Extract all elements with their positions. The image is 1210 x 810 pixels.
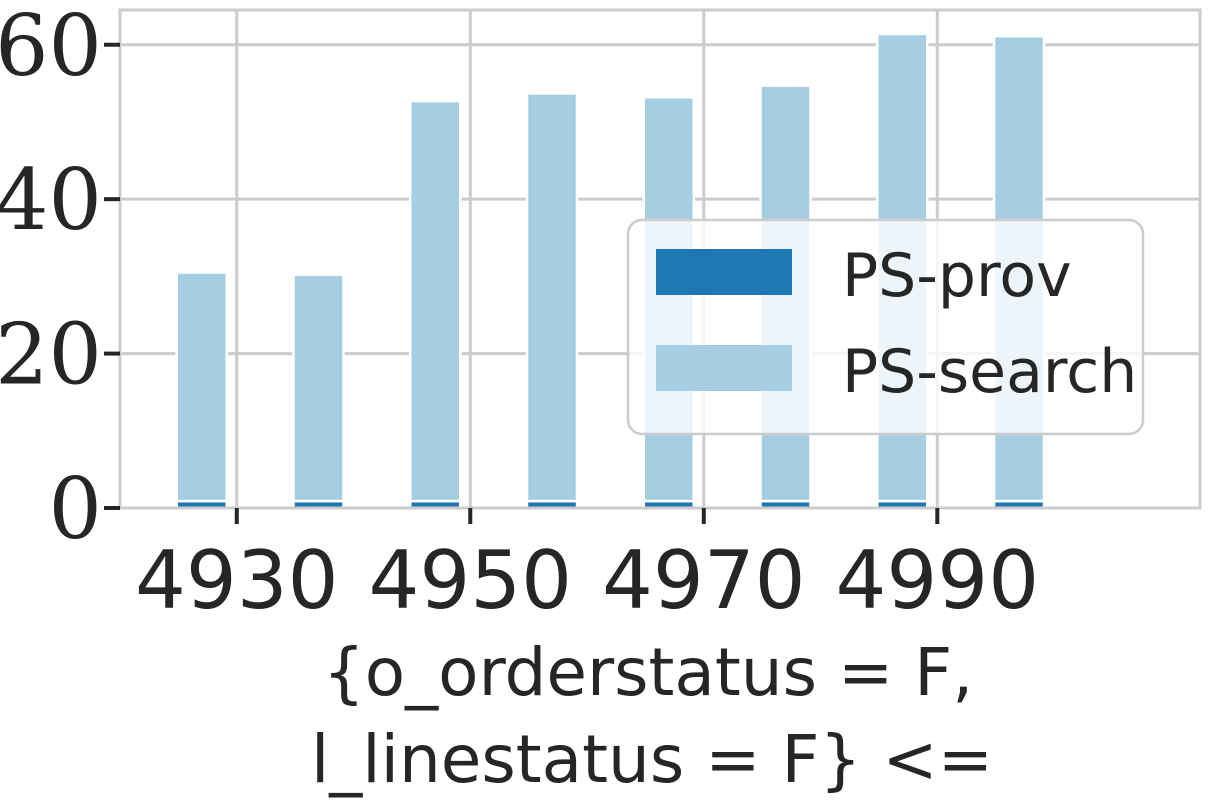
x-axis-label-line-1: {o_orderstatus = F, (323, 634, 973, 711)
bar-ps-search (408, 99, 462, 503)
y-tick-label: 60 (0, 0, 102, 95)
legend-label-ps-search: PS-search (842, 337, 1137, 407)
y-tick-label: 20 (0, 306, 102, 404)
y-tick-label: 40 (0, 151, 102, 249)
legend-swatch-ps-prov (656, 249, 792, 295)
legend-label-ps-prov: PS-prov (842, 241, 1072, 311)
x-axis-label-line-2: l_linestatus = F} <= (311, 721, 993, 798)
x-tick-label: 4930 (135, 534, 339, 627)
legend-swatch-ps-search (656, 345, 792, 391)
bar-ps-search (525, 92, 579, 503)
y-tick-label: 0 (49, 460, 102, 558)
bar-ps-search (175, 271, 228, 503)
x-tick-label: 4970 (602, 534, 806, 627)
legend: PS-prov PS-search (626, 218, 1145, 436)
ticks: 0 20 40 60 4930 4950 4970 4990 (0, 0, 1039, 627)
x-tick-label: 4950 (368, 534, 572, 627)
bar-ps-search (292, 273, 345, 503)
axes-frame (118, 8, 1202, 510)
x-tick-label: 4990 (836, 534, 1040, 627)
x-axis-label: {o_orderstatus = F, l_linestatus = F} <= (311, 634, 993, 798)
bars (175, 32, 1046, 510)
